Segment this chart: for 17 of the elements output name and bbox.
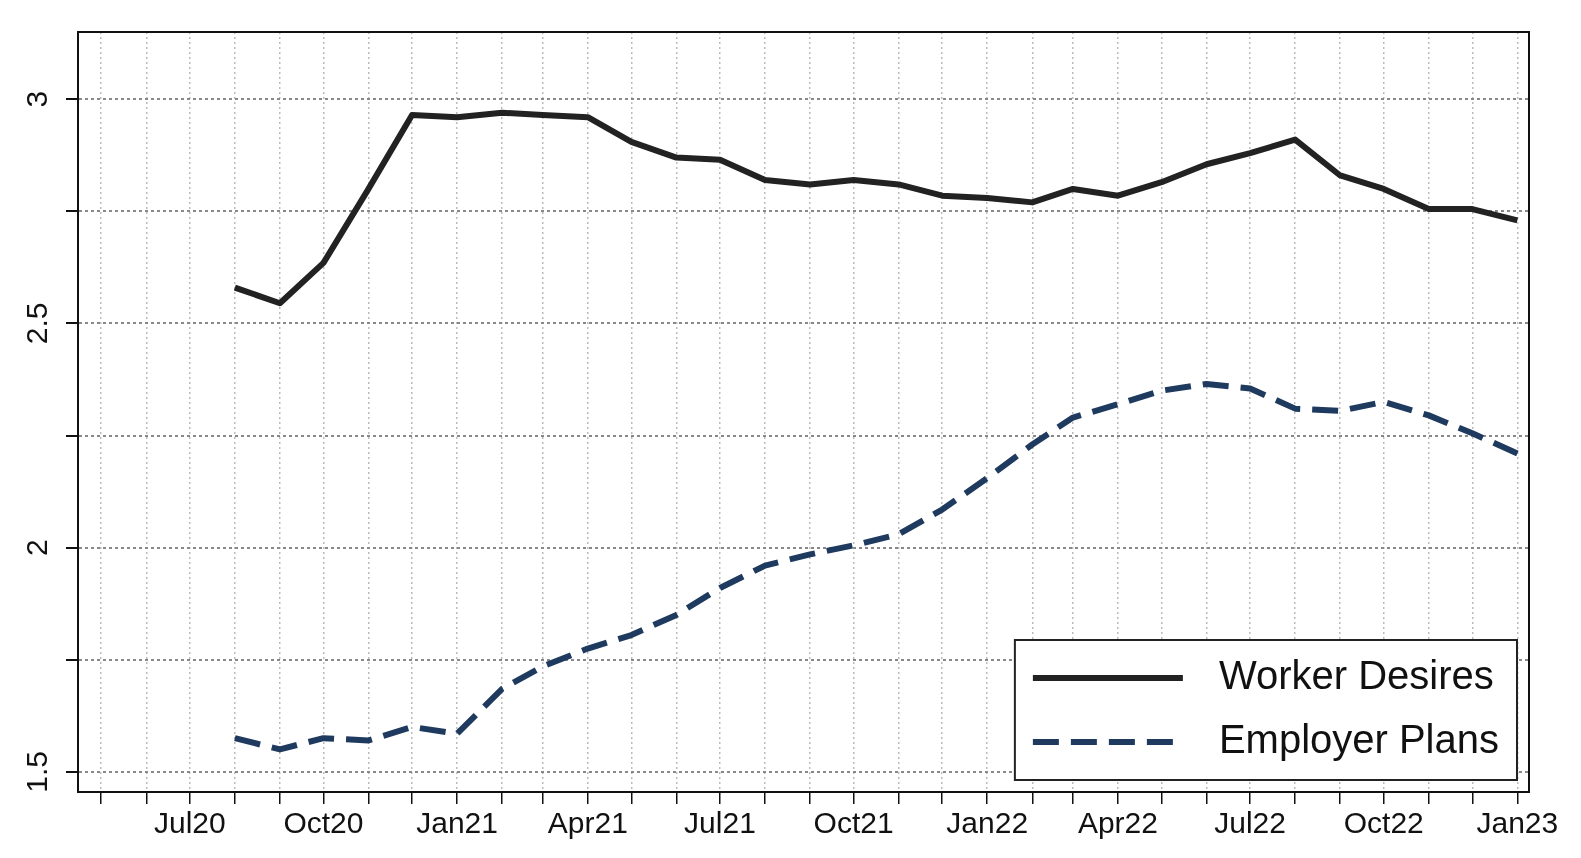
x-tick-label: Jul22 [1214, 806, 1286, 840]
x-tick-label: Jan21 [416, 806, 498, 840]
x-tick-label: Oct21 [813, 806, 894, 840]
x-tick-label: Apr22 [1077, 806, 1158, 840]
x-tick-label: Apr21 [547, 806, 628, 840]
y-tick-label: 2.5 [20, 302, 54, 345]
y-tick-label: 1.5 [20, 750, 54, 793]
x-tick-label: Oct20 [283, 806, 364, 840]
x-tick-label: Jan22 [946, 806, 1029, 840]
x-tick-label: Jan23 [1476, 806, 1559, 840]
x-tick-label: Jul20 [153, 806, 226, 840]
x-tick-label: Jul21 [684, 806, 756, 840]
legend-label: Worker Desires [1218, 653, 1494, 698]
y-tick-label: 2 [20, 539, 54, 556]
legend-label: Employer Plans [1218, 717, 1500, 762]
x-tick-label: Oct22 [1343, 806, 1424, 840]
y-tick-label: 3 [20, 90, 54, 108]
